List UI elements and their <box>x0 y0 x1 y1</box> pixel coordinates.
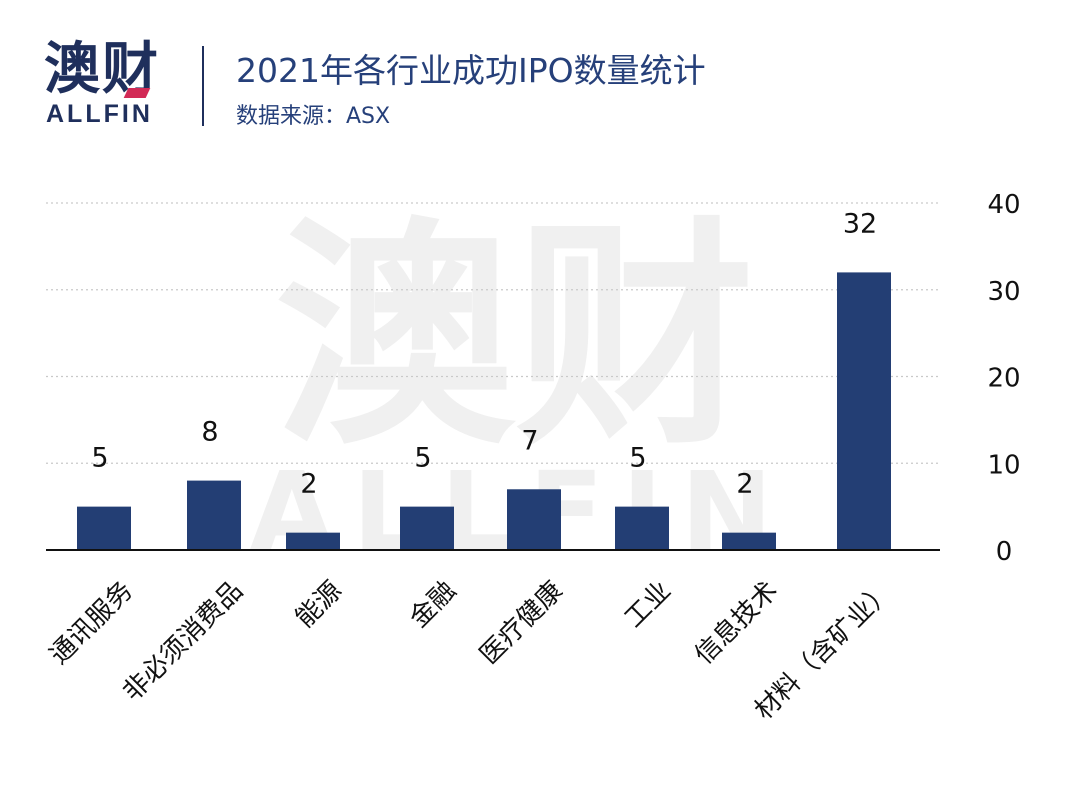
bar <box>722 532 776 550</box>
data-label: 2 <box>300 469 317 500</box>
category-label: 工业 <box>619 576 677 634</box>
bar <box>400 506 454 550</box>
brand-logo-english: ALLFIN <box>46 100 153 128</box>
y-tick-label: 10 <box>987 450 1020 480</box>
category-label: 信息技术 <box>689 576 784 671</box>
data-source: 数据来源：ASX <box>236 104 391 129</box>
data-label: 5 <box>629 443 646 474</box>
watermark-cn: 澳财 <box>275 197 755 477</box>
data-label: 5 <box>91 443 108 474</box>
data-label: 8 <box>201 417 218 448</box>
y-tick-label: 20 <box>987 364 1020 394</box>
chart-title: 2021年各行业成功IPO数量统计 <box>236 51 706 90</box>
bar <box>77 506 131 550</box>
bar <box>615 506 669 550</box>
bar <box>507 489 561 550</box>
watermark: 澳财 ALLFIN <box>249 197 772 576</box>
y-tick-label: 30 <box>987 277 1020 307</box>
data-label: 7 <box>521 425 538 456</box>
data-label: 2 <box>736 469 753 500</box>
bars <box>77 272 891 550</box>
header-divider <box>202 46 204 126</box>
y-tick-label: 0 <box>996 537 1013 567</box>
category-label: 金融 <box>404 576 462 634</box>
header: 澳财 ALLFIN 2021年各行业成功IPO数量统计 数据来源：ASX <box>0 0 1080 140</box>
data-labels: 5 8 2 5 7 5 2 32 <box>91 208 877 499</box>
data-label: 32 <box>843 208 877 239</box>
y-axis-ticks: 0 10 20 30 40 <box>987 190 1020 567</box>
grid-lines <box>46 202 940 464</box>
bar <box>837 272 891 550</box>
category-label: 通讯服务 <box>44 576 139 671</box>
bar <box>286 532 340 550</box>
data-label: 5 <box>414 443 431 474</box>
category-label: 医疗健康 <box>474 576 569 671</box>
y-tick-label: 40 <box>987 190 1020 220</box>
bar <box>187 480 241 550</box>
category-label: 能源 <box>290 576 348 634</box>
